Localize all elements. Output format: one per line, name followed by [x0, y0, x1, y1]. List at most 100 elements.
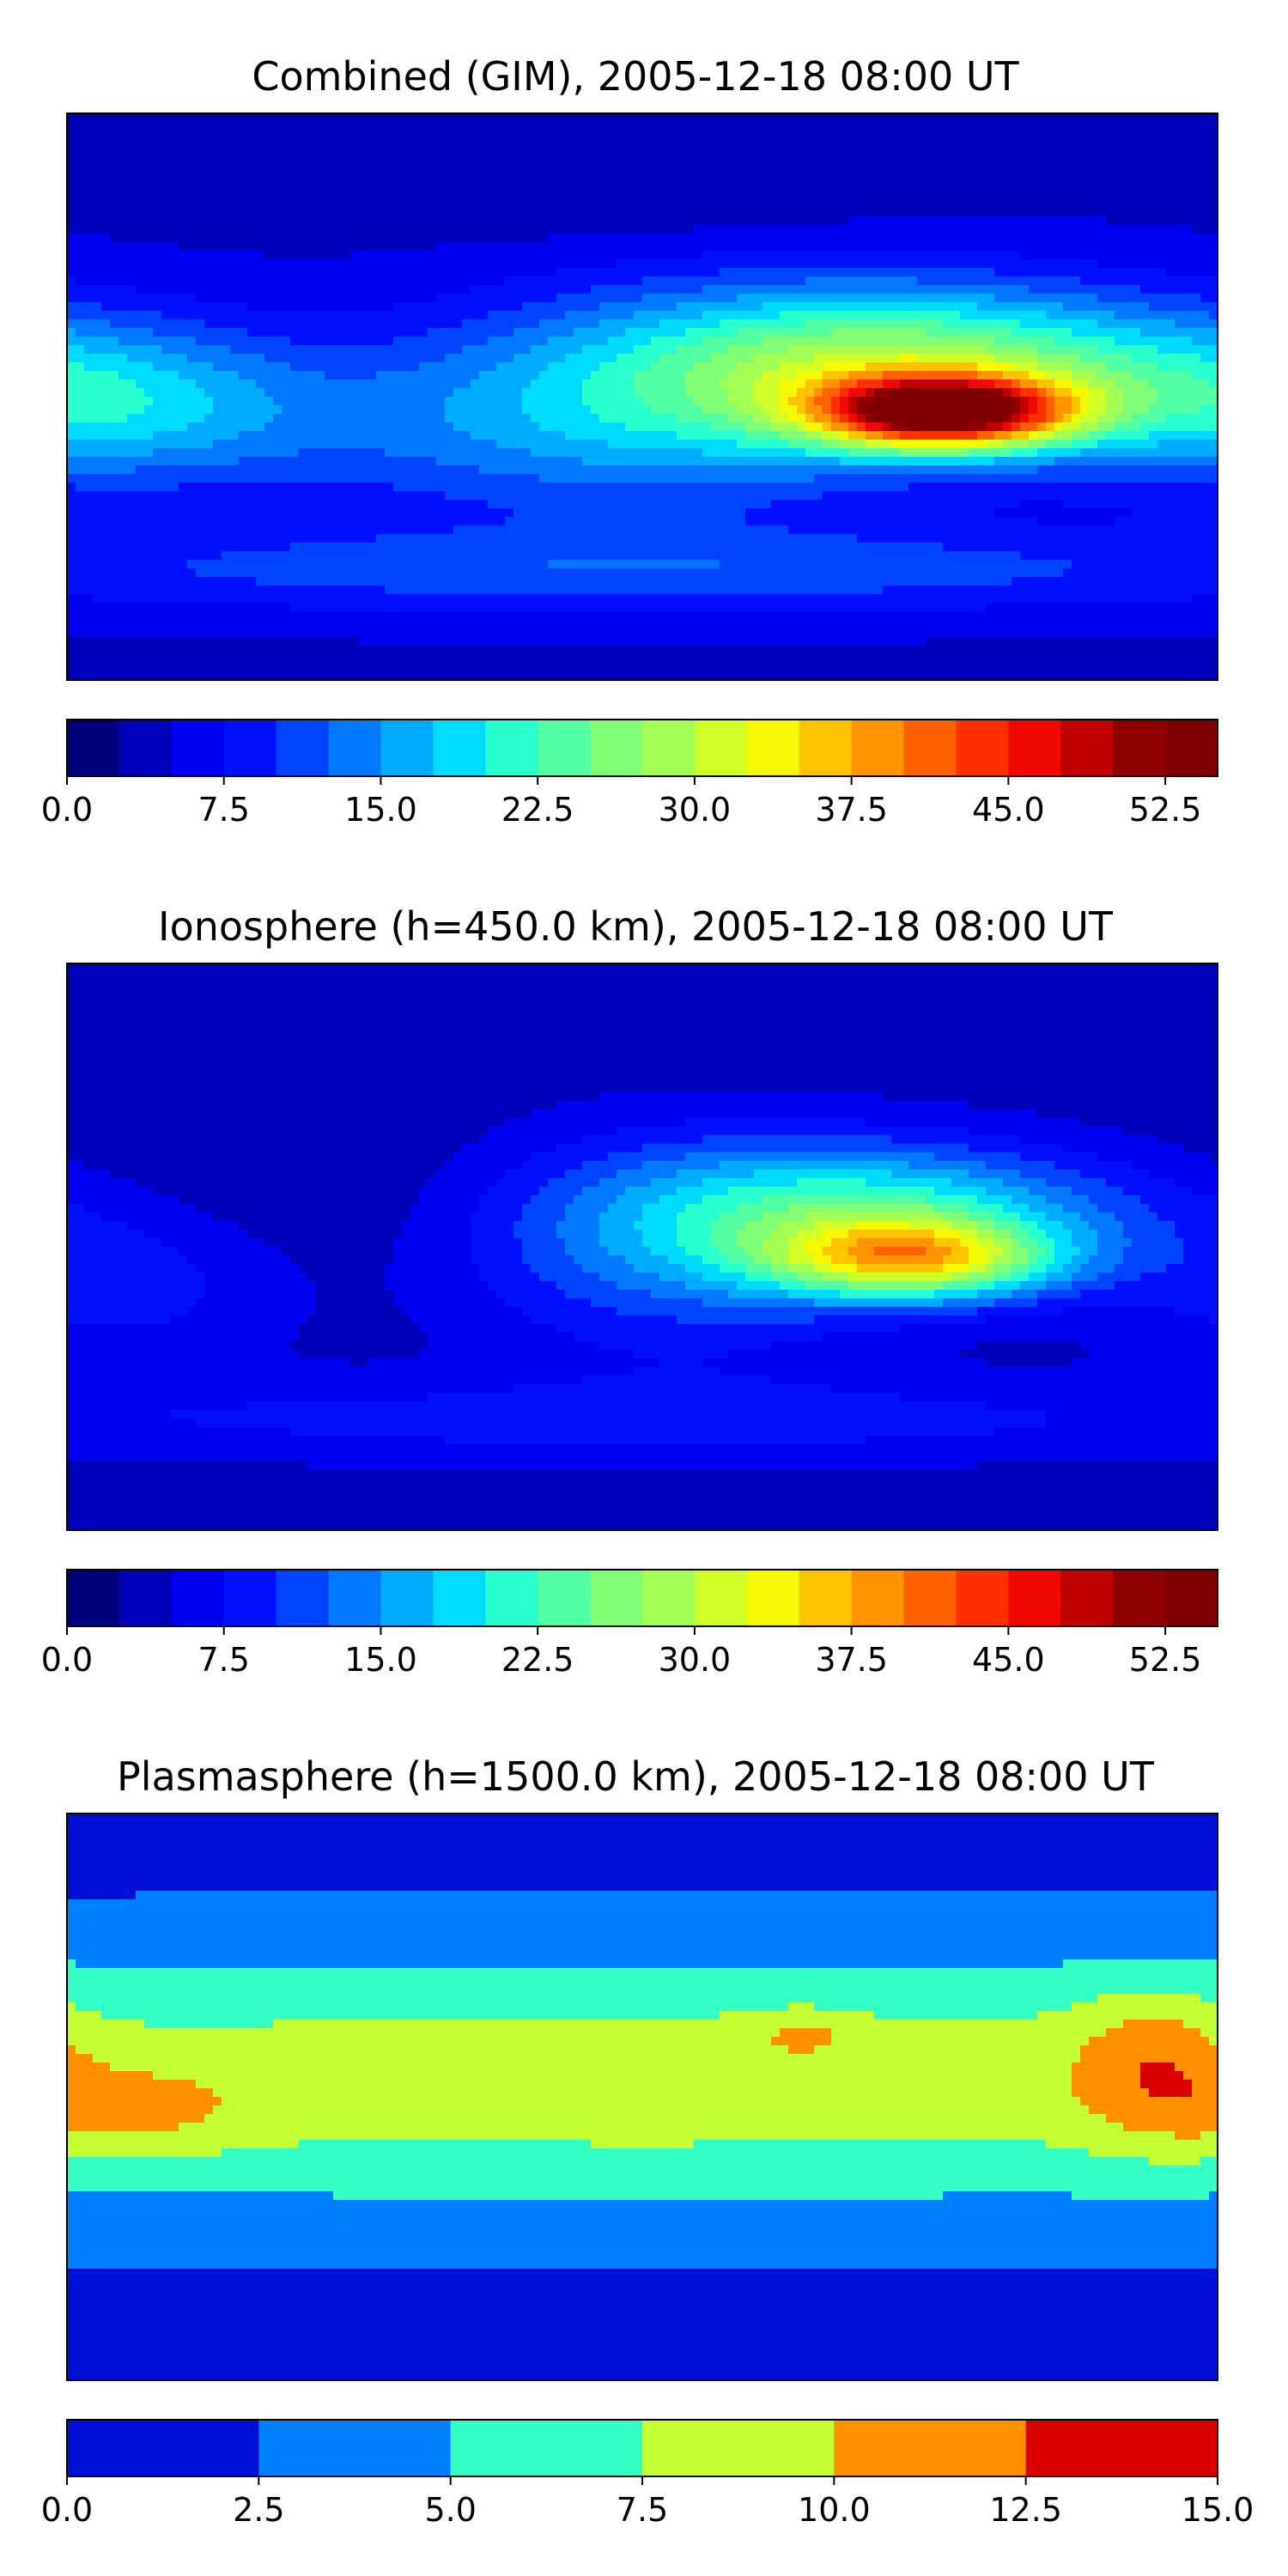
map-cell: [359, 380, 368, 389]
map-cell: [874, 337, 884, 346]
map-cell: [565, 397, 574, 406]
map-cell: [161, 225, 171, 234]
map-cell: [831, 405, 841, 415]
map-cell: [831, 173, 841, 183]
map-cell: [136, 422, 145, 432]
map-cell: [599, 208, 609, 217]
map-cell: [556, 268, 566, 277]
map-cell: [144, 362, 154, 372]
map-cell: [582, 311, 592, 320]
map-cell: [144, 199, 154, 209]
map-cell: [634, 276, 643, 286]
map-cell: [548, 131, 557, 140]
map-cell: [333, 397, 343, 406]
map-cell: [67, 225, 76, 234]
map-cell: [1054, 414, 1064, 423]
map-cell: [737, 414, 746, 423]
map-cell: [969, 165, 978, 174]
map-cell: [831, 113, 841, 123]
map-cell: [428, 182, 437, 191]
map-cell: [222, 259, 231, 269]
map-cell: [196, 234, 205, 243]
map-cell: [247, 191, 257, 200]
map-cell: [445, 311, 454, 320]
map-cell: [410, 371, 420, 380]
map-cell: [436, 216, 446, 226]
map-cell: [153, 259, 162, 269]
map-cell: [797, 276, 806, 286]
map-cell: [1200, 276, 1210, 286]
map-cell: [204, 405, 214, 415]
map-cell: [325, 113, 334, 123]
map-cell: [926, 302, 935, 312]
map-cell: [1106, 285, 1115, 295]
map-cell: [840, 388, 849, 398]
map-cell: [290, 422, 300, 432]
map-cell: [1063, 234, 1072, 243]
map-cell: [668, 328, 677, 337]
map-cell: [1003, 328, 1012, 337]
map-cell: [385, 328, 394, 337]
map-cell: [565, 216, 574, 226]
map-cell: [445, 405, 454, 415]
map-cell: [608, 388, 617, 398]
map-cell: [522, 259, 532, 269]
map-cell: [428, 122, 437, 131]
map-cell: [694, 345, 703, 355]
map-cell: [866, 328, 875, 337]
map-cell: [977, 422, 987, 432]
map-cell: [917, 328, 927, 337]
map-cell: [840, 337, 849, 346]
map-cell: [316, 113, 325, 123]
map-cell: [617, 156, 626, 166]
map-cell: [419, 156, 428, 166]
map-cell: [419, 208, 428, 217]
map-cell: [93, 268, 102, 277]
map-cell: [1140, 234, 1150, 243]
map-cell: [625, 268, 635, 277]
map-cell: [977, 139, 987, 149]
map-cell: [531, 388, 540, 398]
map-cell: [144, 345, 154, 355]
map-cell: [1183, 311, 1193, 320]
map-cell: [539, 388, 549, 398]
map-cell: [410, 380, 420, 389]
map-cell: [1063, 354, 1072, 363]
map-cell: [762, 122, 772, 131]
map-cell: [230, 131, 240, 140]
map-cell: [67, 148, 76, 157]
map-cell: [376, 148, 386, 157]
map-cell: [93, 234, 102, 243]
map-cell: [359, 156, 368, 166]
map-cell: [513, 354, 523, 363]
map-cell: [969, 199, 978, 209]
map-cell: [840, 234, 849, 243]
map-cell: [505, 251, 514, 260]
map-cell: [677, 276, 686, 286]
map-cell: [273, 328, 283, 337]
map-cell: [883, 345, 892, 355]
map-cell: [359, 208, 368, 217]
map-cell: [1115, 388, 1124, 398]
map-cell: [651, 156, 660, 166]
map-cell: [1029, 234, 1038, 243]
map-cell: [754, 328, 763, 337]
map-cell: [462, 156, 471, 166]
map-cell: [582, 405, 592, 415]
map-cell: [659, 234, 669, 243]
map-cell: [866, 234, 875, 243]
map-cell: [410, 285, 420, 295]
map-cell: [170, 328, 179, 337]
map-cell: [754, 113, 763, 123]
map-cell: [471, 362, 480, 372]
map-cell: [574, 242, 583, 252]
map-cell: [823, 165, 832, 174]
map-cell: [1200, 182, 1210, 191]
map-cell: [1054, 182, 1064, 191]
map-cell: [118, 380, 128, 389]
map-cell: [771, 345, 781, 355]
map-cell: [101, 113, 111, 123]
map-cell: [505, 371, 514, 380]
map-cell: [101, 173, 111, 183]
map-cell: [831, 139, 841, 149]
